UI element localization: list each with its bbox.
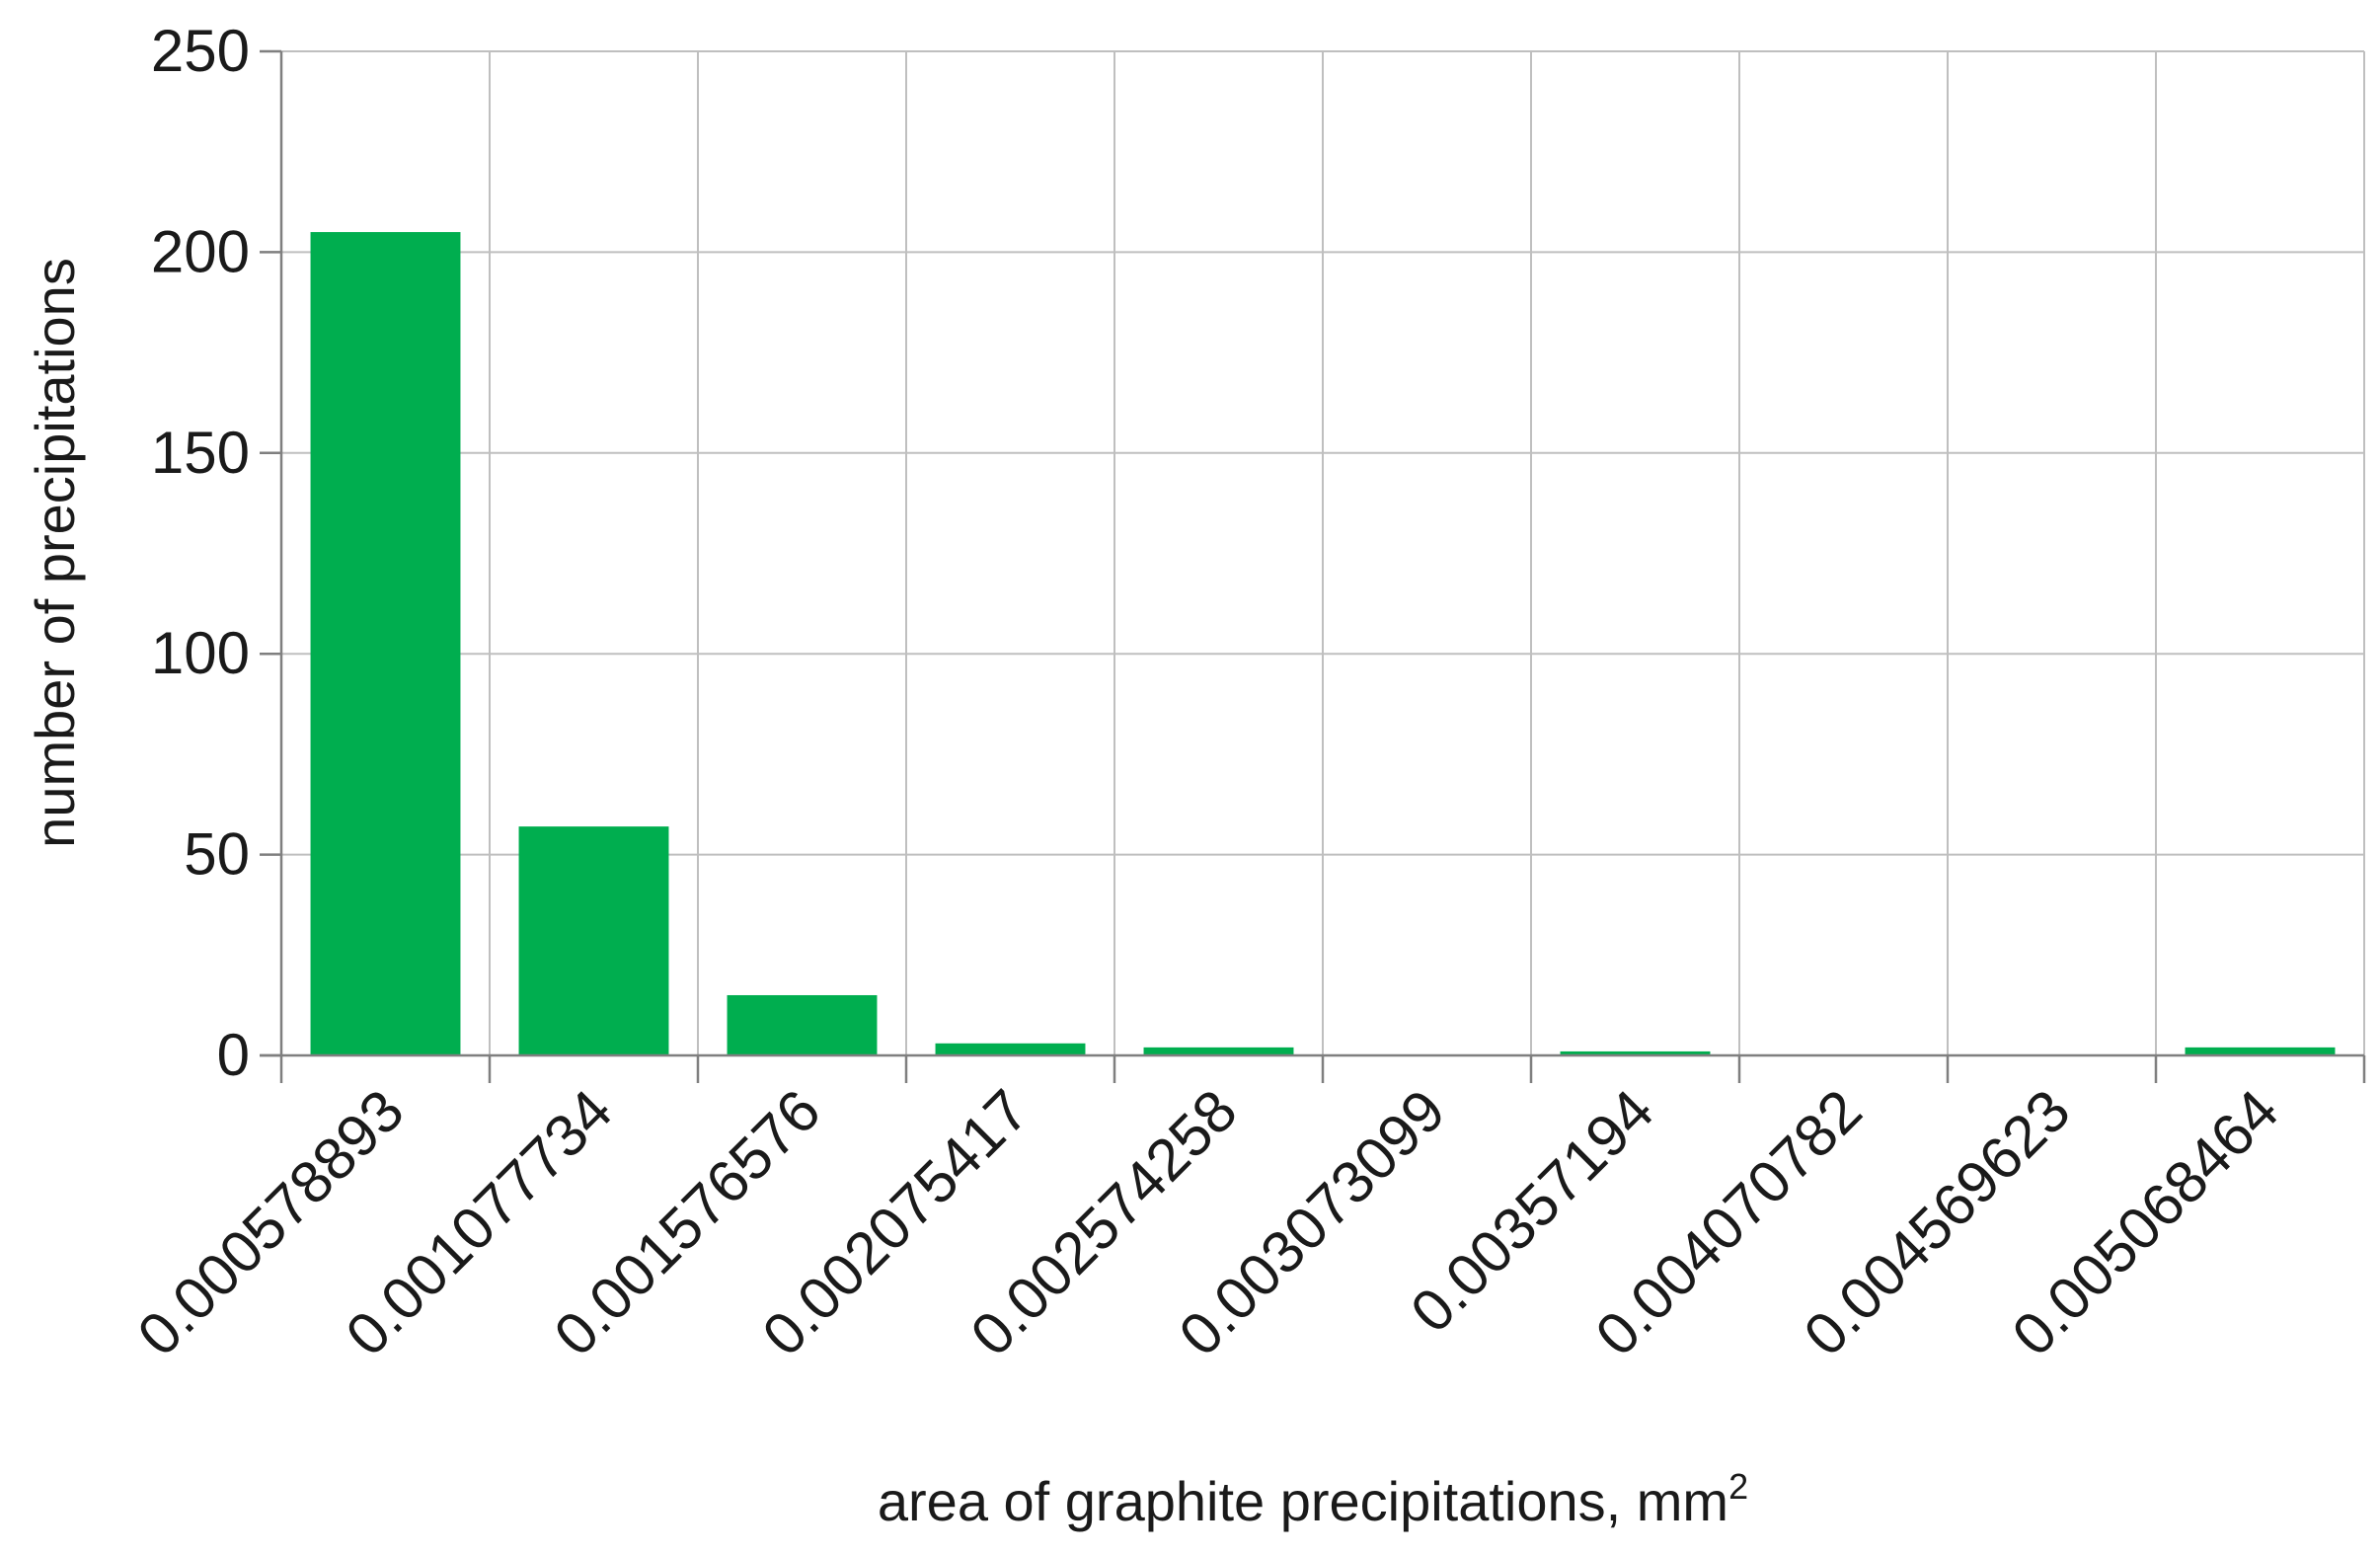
bar bbox=[518, 826, 669, 1055]
bar bbox=[1560, 1050, 1711, 1055]
bar bbox=[310, 232, 461, 1055]
y-tick-label: 200 bbox=[151, 218, 250, 284]
y-axis-label: number of precipitations bbox=[24, 258, 86, 848]
bar bbox=[1143, 1047, 1294, 1055]
y-tick-label: 50 bbox=[184, 821, 250, 888]
bar bbox=[2185, 1047, 2336, 1055]
x-axis-label: area of graphite precipitations, mm2 bbox=[878, 1466, 1748, 1532]
gridlines bbox=[281, 50, 2365, 1055]
x-tick-labels: 0.0005788930.0010777340.0015765760.00207… bbox=[125, 1077, 2291, 1368]
x-axis-label-text: area of graphite precipitations, mm bbox=[878, 1470, 1728, 1532]
bars bbox=[310, 232, 2336, 1055]
y-tick-label: 250 bbox=[151, 18, 250, 84]
y-tick-label: 100 bbox=[151, 620, 250, 686]
axes bbox=[260, 49, 2366, 1083]
bar bbox=[935, 1043, 1086, 1055]
y-tick-label: 0 bbox=[217, 1022, 250, 1088]
bar bbox=[727, 994, 878, 1055]
y-tick-labels: 0 50 100 150 200 250 bbox=[151, 18, 250, 1088]
x-axis-label-superscript: 2 bbox=[1728, 1466, 1748, 1507]
y-tick-label: 150 bbox=[151, 420, 250, 486]
